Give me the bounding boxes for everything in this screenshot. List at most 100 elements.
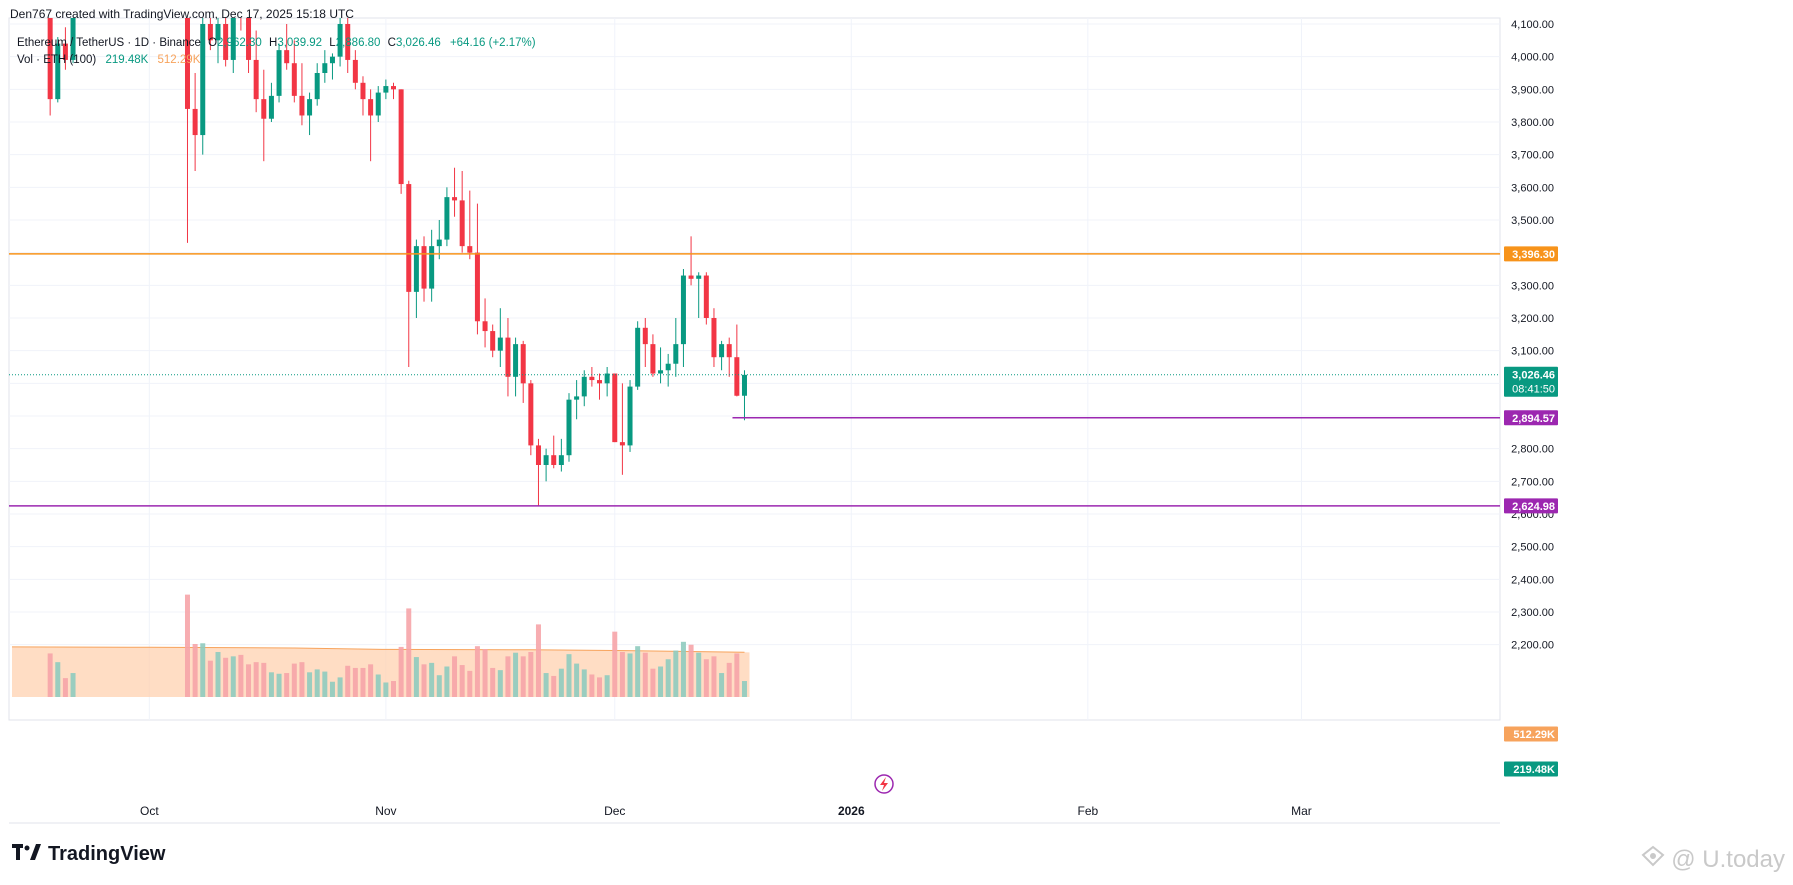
candle	[62, 27, 68, 70]
candle-body	[566, 399, 572, 456]
volume-bar	[635, 646, 641, 697]
candle	[307, 92, 313, 136]
replay-lightning-icon[interactable]	[874, 774, 894, 794]
volume-bar	[352, 667, 358, 697]
price-tick-label: 4,100.00	[1511, 19, 1554, 31]
candle-body	[337, 24, 343, 57]
candle-body	[459, 200, 465, 247]
candle-body	[581, 376, 587, 397]
candle-body	[497, 337, 503, 351]
candle-body	[215, 24, 221, 41]
candle	[192, 73, 198, 171]
level-badge-support-near-bg	[1504, 410, 1558, 426]
candle-body	[383, 86, 389, 93]
volume-bar	[459, 665, 465, 697]
price-tick-label: 3,800.00	[1511, 117, 1554, 129]
price-axis[interactable]: 4,100.00 4,000.00 3,900.00 3,800.00 3,700.00…	[1504, 19, 1558, 777]
price-tick-label: 2,700.00	[1511, 476, 1554, 488]
candle-body	[284, 50, 290, 64]
time-tick-label: Feb	[1077, 804, 1098, 818]
candle	[703, 272, 709, 325]
price-tick-label: 3,100.00	[1511, 346, 1554, 358]
candle-body	[535, 445, 541, 465]
candle	[505, 318, 511, 397]
candle	[406, 180, 412, 367]
candle	[452, 167, 458, 217]
volume-bar	[513, 652, 519, 697]
candle	[398, 89, 404, 194]
candle	[619, 383, 625, 475]
candle-body	[696, 275, 702, 279]
candle	[436, 220, 442, 260]
price-tick-label: 3,500.00	[1511, 215, 1554, 227]
volume-bar	[307, 672, 313, 697]
level-badge-resistance-bg	[1504, 246, 1558, 262]
candle	[650, 334, 656, 377]
candle-body	[558, 455, 564, 465]
volume-bar	[268, 672, 274, 697]
candle	[474, 203, 480, 335]
price-tick-label: 2,400.00	[1511, 574, 1554, 586]
volume-bar	[238, 654, 244, 697]
candle	[240, 18, 242, 31]
time-tick-label: 2026	[838, 804, 865, 818]
volume-indicator-title[interactable]: Vol · ETH (100)	[17, 54, 97, 66]
candle-body	[665, 363, 671, 371]
candle	[680, 269, 686, 367]
volume-bar	[436, 675, 442, 697]
candle-body	[658, 370, 664, 374]
candle	[635, 321, 641, 390]
volume-bar	[314, 669, 320, 697]
volume-bar	[184, 594, 190, 697]
time-tick-label: Nov	[375, 804, 396, 818]
levels-layer	[9, 253, 1500, 507]
volume-bar	[551, 675, 557, 697]
volume-bar	[711, 656, 717, 697]
candle	[490, 324, 496, 358]
candle	[276, 43, 282, 103]
volume-bar	[581, 669, 587, 697]
candle-body	[589, 376, 595, 381]
volume-bar	[391, 681, 396, 697]
change-value: +64.16 (+2.17%)	[449, 37, 536, 49]
candle	[215, 18, 221, 64]
candle-body	[612, 373, 618, 443]
level-badge-resistance: 3,396.30	[1512, 249, 1555, 261]
volume-bar	[261, 662, 267, 697]
candle	[612, 373, 618, 443]
volume-ma-value: 512.29K	[157, 54, 201, 66]
volume-bar	[246, 664, 252, 697]
volume-bar	[70, 673, 76, 697]
countdown-badge: 08:41:50	[1512, 384, 1555, 396]
volume-bar	[322, 671, 328, 697]
tradingview-brand[interactable]: TradingView	[12, 843, 165, 866]
candle	[482, 298, 488, 348]
candle	[345, 18, 351, 73]
time-axis[interactable]: Oct Nov Dec 2026 Feb Mar	[9, 804, 1500, 824]
candle-body	[520, 344, 526, 384]
candle-body	[55, 43, 61, 100]
level-badge-support-low: 2,624.98	[1512, 501, 1555, 513]
low-label: L	[329, 37, 336, 49]
volume-bar	[345, 665, 351, 697]
candle	[459, 171, 465, 253]
candle	[696, 272, 702, 318]
candle-body	[398, 89, 404, 185]
volume-badge-volume-ma: 512.29K	[1513, 729, 1555, 741]
volume-bar	[680, 641, 686, 697]
candle-body	[253, 59, 259, 100]
volume-bar	[719, 673, 725, 697]
symbol-title[interactable]: Ethereum / TetherUS · 1D · Binance	[17, 37, 201, 49]
volume-bar	[360, 667, 366, 697]
volume-bar	[467, 670, 473, 697]
price-tick-label: 2,200.00	[1511, 640, 1554, 652]
candle	[513, 337, 519, 397]
candle	[711, 308, 717, 367]
candle-body	[574, 396, 580, 400]
volume-bar	[299, 662, 305, 697]
volume-bar	[673, 650, 679, 697]
volume-bar	[566, 654, 572, 697]
candle	[261, 69, 267, 162]
time-tick-label: Oct	[140, 804, 159, 818]
